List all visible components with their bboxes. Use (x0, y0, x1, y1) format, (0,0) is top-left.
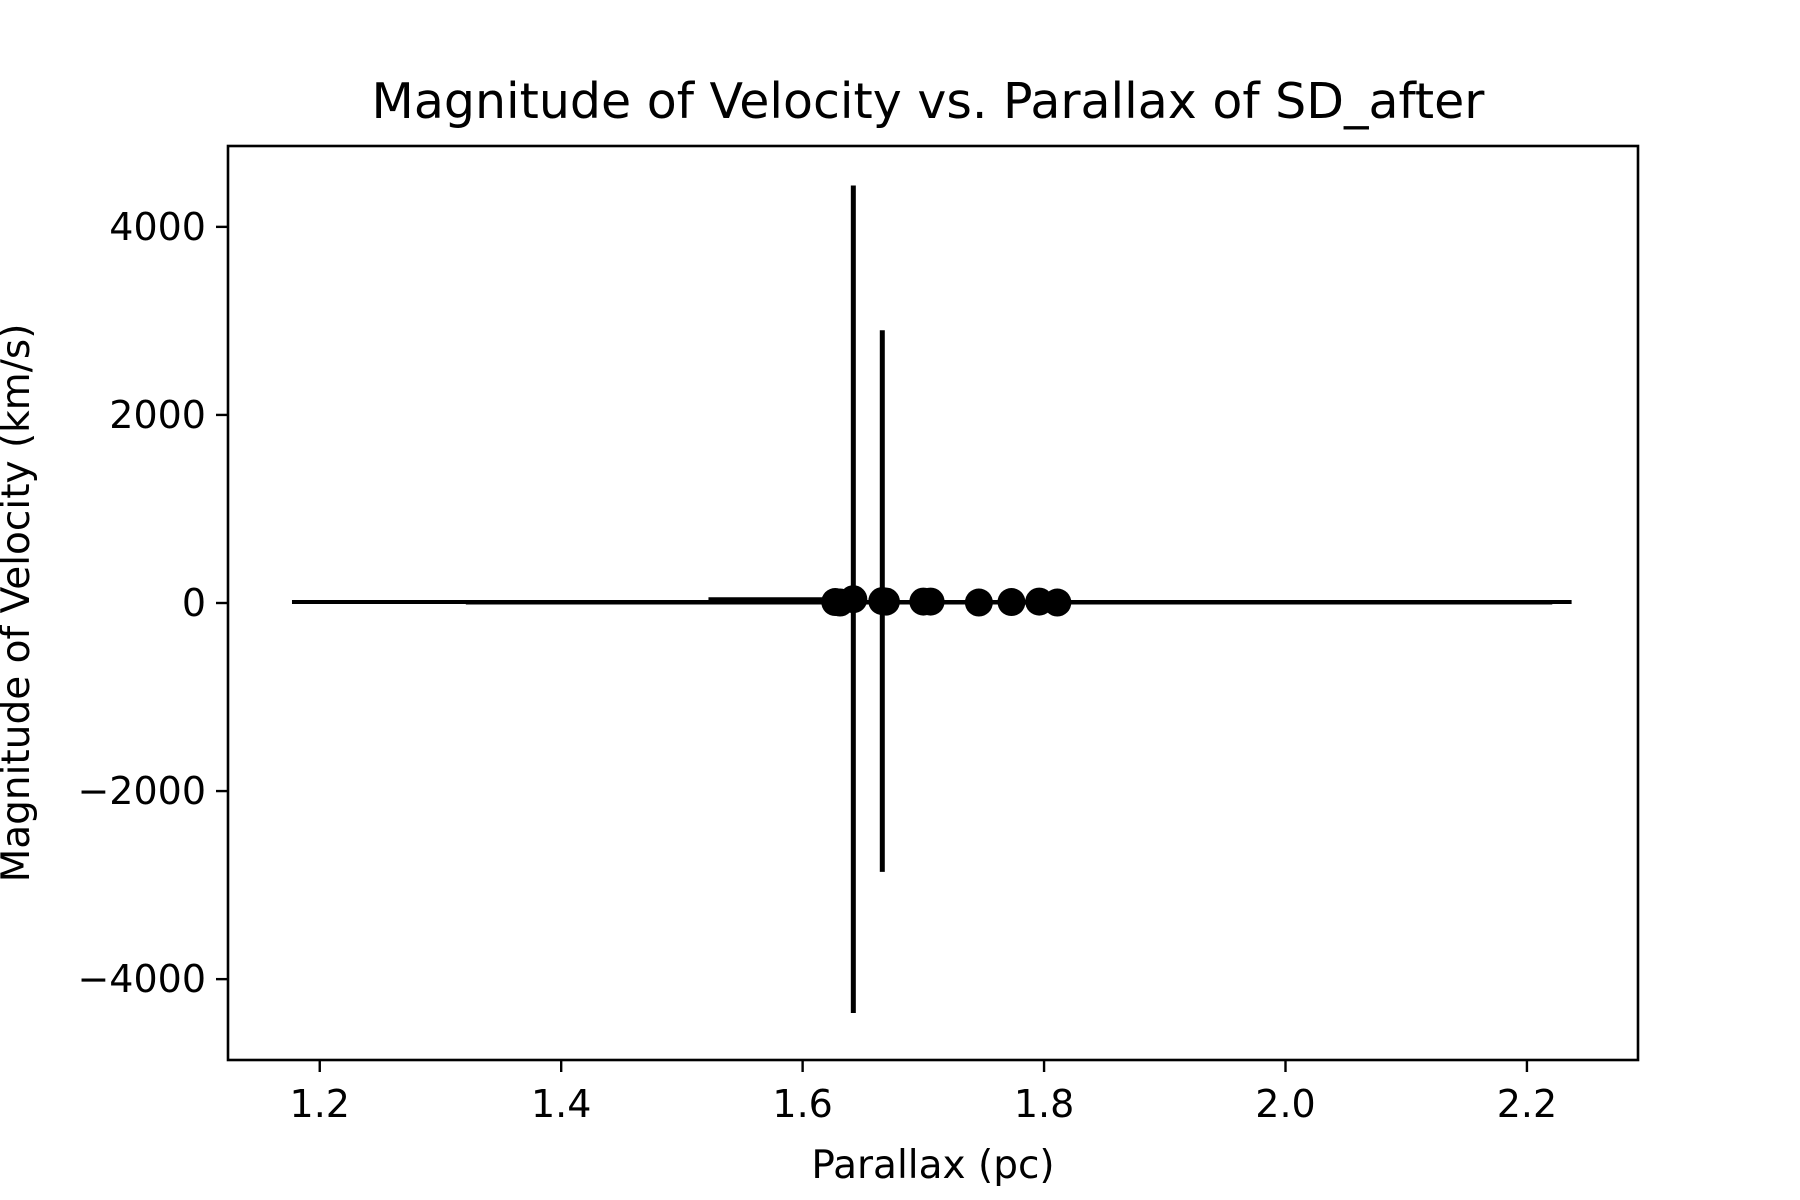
data-point (964, 588, 993, 617)
y-axis: 4000 2000 0 −2000 −4000 (77, 205, 228, 1001)
chart-title: Magnitude of Velocity vs. Parallax of SD… (372, 73, 1486, 130)
x-tick-label: 2.0 (1255, 1082, 1315, 1126)
x-tick-label: 1.8 (1014, 1082, 1074, 1126)
y-tick-label: −2000 (77, 769, 206, 813)
y-axis-label: Magnitude of Velocity (km/s) (0, 324, 39, 883)
y-tick-label: 2000 (109, 393, 206, 437)
data-point (916, 587, 945, 616)
data-series (291, 185, 1572, 1013)
x-axis: 1.2 1.4 1.6 1.8 2.0 2.2 (290, 1060, 1557, 1126)
x-axis-label: Parallax (pc) (811, 1143, 1054, 1188)
x-tick-label: 1.6 (772, 1082, 832, 1126)
y-tick-label: 4000 (109, 205, 206, 249)
data-point (997, 588, 1026, 617)
data-point (839, 585, 868, 614)
data-point (871, 587, 900, 616)
y-tick-label: 0 (182, 581, 206, 625)
data-point (1043, 588, 1072, 617)
x-tick-label: 1.2 (290, 1082, 350, 1126)
x-tick-label: 2.2 (1497, 1082, 1557, 1126)
y-tick-label: −4000 (77, 957, 206, 1001)
x-tick-label: 1.4 (531, 1082, 591, 1126)
